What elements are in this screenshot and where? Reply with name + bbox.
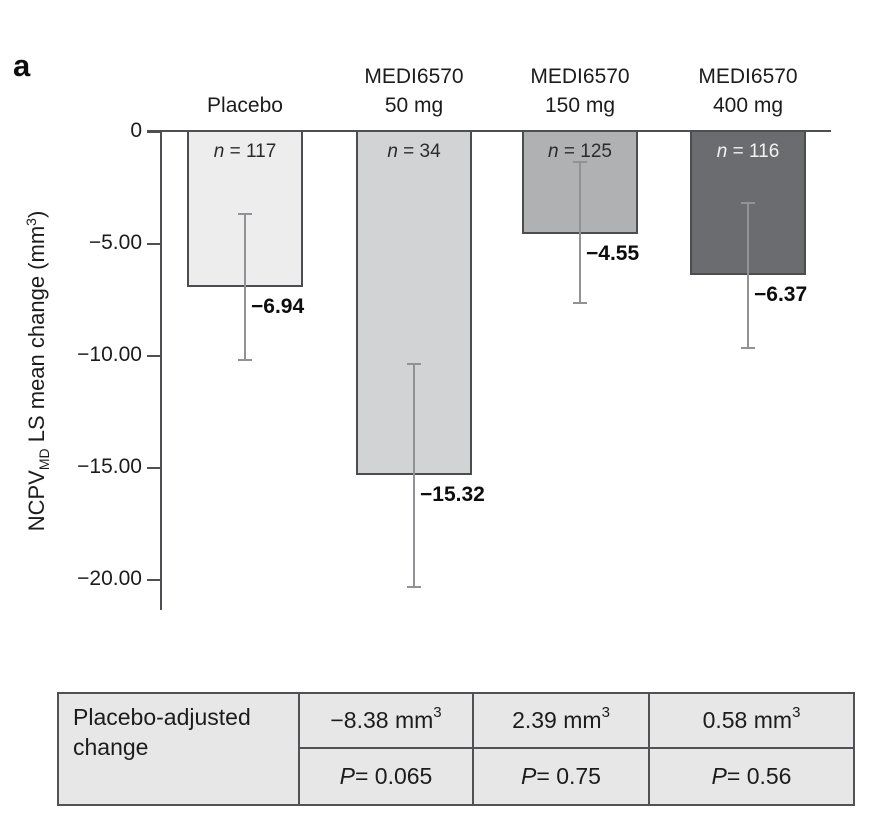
tick-label: 0 bbox=[130, 119, 142, 142]
group-header-line: MEDI6570 bbox=[530, 65, 630, 88]
table-cell-change-150mg: 2.39 mm 3 bbox=[472, 694, 648, 749]
group-header-line: 150 mg bbox=[544, 94, 616, 117]
group-header-line: Placebo bbox=[207, 94, 283, 117]
error-bar-cap-top bbox=[573, 161, 587, 164]
table-row-header-line1: Placebo-adjusted bbox=[73, 704, 251, 730]
error-bar-400mg bbox=[747, 202, 749, 349]
tick-mark bbox=[147, 243, 161, 245]
panel-label: a bbox=[13, 48, 31, 83]
p-symbol: P bbox=[521, 763, 537, 789]
x-axis-line bbox=[147, 130, 831, 132]
tick-mark bbox=[147, 467, 161, 469]
y-axis-title-mid: LS mean change (mm bbox=[24, 225, 49, 449]
error-bar-50mg bbox=[413, 363, 415, 587]
table-cell-pvalue-400mg: P = 0.56 bbox=[648, 749, 853, 804]
table-row-header: Placebo-adjusted change bbox=[59, 694, 298, 804]
error-bar-cap-bottom bbox=[407, 585, 421, 588]
tick-label: −15.00 bbox=[77, 455, 142, 478]
error-bar-cap-bottom bbox=[741, 347, 755, 350]
error-bar-cap-top bbox=[238, 212, 252, 215]
tick-mark bbox=[147, 131, 161, 133]
y-axis-title-close: ) bbox=[24, 210, 49, 219]
error-bar-cap-bottom bbox=[238, 359, 252, 362]
n-label-400mg: n = 116 bbox=[690, 141, 806, 163]
group-header-line: MEDI6570 bbox=[364, 65, 464, 88]
group-header-150mg: MEDI6570 150 mg bbox=[485, 54, 675, 120]
n-symbol: n bbox=[387, 141, 398, 162]
n-label-50mg: n = 34 bbox=[356, 141, 472, 163]
table-cell-change-400mg: 0.58 mm 3 bbox=[648, 694, 853, 749]
table-row-header-line2: change bbox=[73, 734, 149, 760]
p-value: = 0.56 bbox=[726, 763, 792, 789]
n-symbol: n bbox=[548, 141, 559, 162]
table-cell-pvalue-50mg: P = 0.065 bbox=[298, 749, 472, 804]
table-cell-change-50mg: −8.38 mm 3 bbox=[298, 694, 472, 749]
value-label-placebo: −6.94 bbox=[251, 295, 305, 319]
n-value: = 116 bbox=[727, 141, 780, 162]
n-label-150mg: n = 125 bbox=[522, 141, 638, 163]
cubed-superscript: 3 bbox=[433, 704, 442, 721]
y-axis-title-superscript: 3 bbox=[23, 218, 39, 226]
change-value: 0.58 mm bbox=[702, 707, 793, 733]
error-bar-cap-top bbox=[741, 201, 755, 204]
cubed-superscript: 3 bbox=[792, 704, 801, 721]
group-header-line: 50 mg bbox=[384, 94, 444, 117]
error-bar-cap-bottom bbox=[573, 302, 587, 305]
y-axis-line bbox=[160, 131, 162, 610]
error-bar-placebo bbox=[244, 213, 246, 361]
p-value: = 0.75 bbox=[536, 763, 601, 789]
tick-label: −5.00 bbox=[88, 231, 142, 254]
error-bar-150mg bbox=[579, 162, 581, 304]
y-axis-title-text: NCPV bbox=[24, 470, 49, 532]
group-header-400mg: MEDI6570 400 mg bbox=[653, 54, 843, 120]
group-header-placebo: Placebo bbox=[150, 54, 340, 120]
n-value: = 34 bbox=[397, 141, 441, 162]
p-symbol: P bbox=[711, 763, 727, 789]
group-header-line: 400 mg bbox=[712, 94, 784, 117]
p-symbol: P bbox=[339, 763, 355, 789]
group-header-50mg: MEDI6570 50 mg bbox=[319, 54, 509, 120]
n-label-placebo: n = 117 bbox=[187, 141, 303, 163]
error-bar-cap-top bbox=[407, 362, 421, 365]
tick-mark bbox=[147, 579, 161, 581]
tick-label: −20.00 bbox=[77, 567, 142, 590]
placebo-adjusted-change-table: Placebo-adjusted change −8.38 mm 3 2.39 m… bbox=[57, 692, 855, 806]
change-value: 2.39 mm bbox=[512, 707, 602, 733]
value-label-50mg: −15.32 bbox=[420, 483, 485, 507]
value-label-150mg: −4.55 bbox=[586, 241, 640, 265]
n-symbol: n bbox=[716, 141, 728, 162]
value-label-400mg: −6.37 bbox=[754, 282, 808, 306]
cubed-superscript: 3 bbox=[601, 704, 610, 721]
change-value: −8.38 mm bbox=[330, 707, 434, 733]
tick-mark bbox=[147, 355, 161, 357]
tick-label: −10.00 bbox=[77, 343, 142, 366]
n-symbol: n bbox=[213, 141, 225, 162]
table-cell-pvalue-150mg: P = 0.75 bbox=[472, 749, 648, 804]
n-value: = 125 bbox=[558, 141, 612, 162]
group-header-line: MEDI6570 bbox=[698, 65, 798, 88]
n-value: = 117 bbox=[224, 141, 277, 162]
p-value: = 0.065 bbox=[354, 763, 433, 789]
